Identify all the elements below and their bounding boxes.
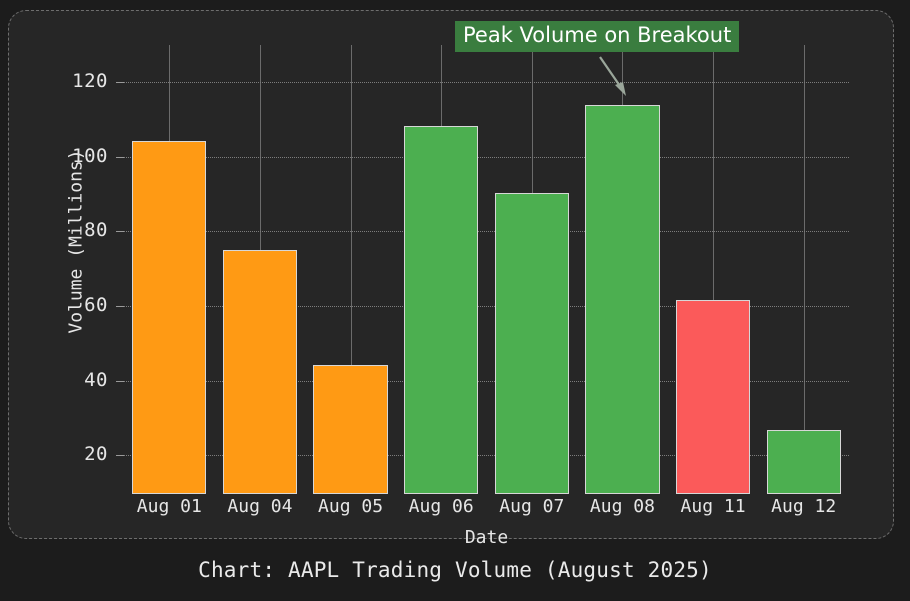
x-tick-label: Aug 04 (227, 496, 293, 517)
y-tick-mark (116, 82, 124, 84)
x-tick-label: Aug 01 (136, 496, 202, 517)
x-gridline (713, 45, 715, 494)
chart-caption: Chart: AAPL Trading Volume (August 2025) (198, 558, 712, 582)
bar[interactable] (132, 141, 207, 494)
x-tick-label: Aug 06 (408, 496, 474, 517)
bar[interactable] (404, 125, 479, 494)
plot-area: 20 40 60 80 100 120 Aug 01 Aug 04 Aug 05 Aug 06 Au… (72, 45, 849, 517)
x-gridline (350, 45, 352, 494)
y-tick-label: 60 (84, 294, 108, 317)
y-gridline (124, 380, 849, 382)
bar[interactable] (313, 365, 388, 494)
annotation-arrow-icon (599, 56, 626, 96)
y-tick-label: 40 (84, 368, 108, 391)
y-tick-mark (116, 380, 124, 382)
bar[interactable] (766, 429, 841, 494)
y-gridline (124, 156, 849, 158)
bar[interactable] (222, 250, 298, 494)
bar[interactable] (585, 105, 660, 494)
y-tick-mark (116, 455, 124, 457)
x-tick-label: Aug 11 (680, 496, 746, 517)
x-tick-label: Aug 12 (771, 496, 837, 517)
y-gridline (124, 306, 849, 308)
x-tick-label: Aug 08 (589, 496, 655, 517)
y-tick-mark (116, 231, 124, 233)
x-axis-label: Date (464, 527, 509, 548)
bar[interactable] (494, 193, 569, 494)
x-tick-label: Aug 07 (499, 496, 565, 517)
y-gridline (124, 455, 849, 457)
y-tick-label: 80 (84, 219, 108, 242)
y-tick-label: 20 (84, 443, 108, 466)
annotation-label: Peak Volume on Breakout (455, 21, 740, 52)
y-gridline (124, 82, 849, 84)
y-tick-label: 120 (72, 70, 108, 93)
x-tick-label: Aug 05 (318, 496, 384, 517)
y-tick-mark (116, 156, 124, 158)
y-gridline (124, 231, 849, 233)
y-tick-mark (116, 306, 124, 308)
bar[interactable] (675, 300, 751, 494)
y-tick-label: 100 (72, 144, 108, 167)
x-gridline (803, 45, 805, 494)
